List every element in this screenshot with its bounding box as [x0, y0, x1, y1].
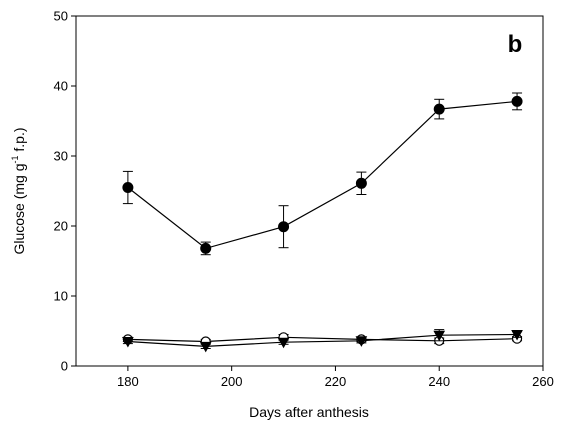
- data-point: [355, 177, 367, 189]
- x-tick-label: 240: [428, 374, 450, 389]
- y-tick-label: 30: [54, 149, 68, 164]
- y-tick-label: 50: [54, 9, 68, 24]
- y-tick-label: 40: [54, 79, 68, 94]
- y-axis-title-suffix: f.p.): [11, 127, 27, 155]
- x-tick-label: 220: [325, 374, 347, 389]
- data-point: [433, 103, 445, 115]
- y-tick-label: 10: [54, 289, 68, 304]
- y-axis-title-superscript: -1: [10, 155, 20, 163]
- y-tick-label: 0: [61, 359, 68, 374]
- data-point: [433, 330, 446, 342]
- series-layer: [122, 92, 523, 353]
- series-line: [127, 100, 518, 250]
- y-tick-label: 20: [54, 219, 68, 234]
- x-axis-title: Days after anthesis: [249, 404, 369, 420]
- x-tick-label: 180: [117, 374, 139, 389]
- data-point: [122, 182, 134, 193]
- data-point: [200, 242, 212, 254]
- series-line: [127, 336, 518, 343]
- plot-frame: [75, 15, 544, 367]
- data-point: [511, 95, 523, 107]
- data-point: [278, 221, 290, 233]
- axis-ticks: 180 200 220 240 260 0 10 20 30 40 50: [54, 9, 554, 390]
- y-axis-title: Glucose (mg g-1 f.p.): [10, 127, 27, 254]
- y-axis-title-main: Glucose (mg g: [11, 163, 27, 254]
- x-tick-label: 200: [221, 374, 243, 389]
- data-point: [122, 337, 134, 348]
- data-point: [355, 336, 368, 347]
- series-2: [122, 329, 523, 353]
- data-point: [511, 330, 523, 341]
- x-tick-label: 260: [532, 374, 554, 389]
- data-point: [277, 337, 290, 349]
- series-0: [122, 92, 523, 256]
- panel-label: b: [508, 31, 523, 58]
- data-point: [199, 341, 212, 353]
- series-line: [127, 333, 518, 348]
